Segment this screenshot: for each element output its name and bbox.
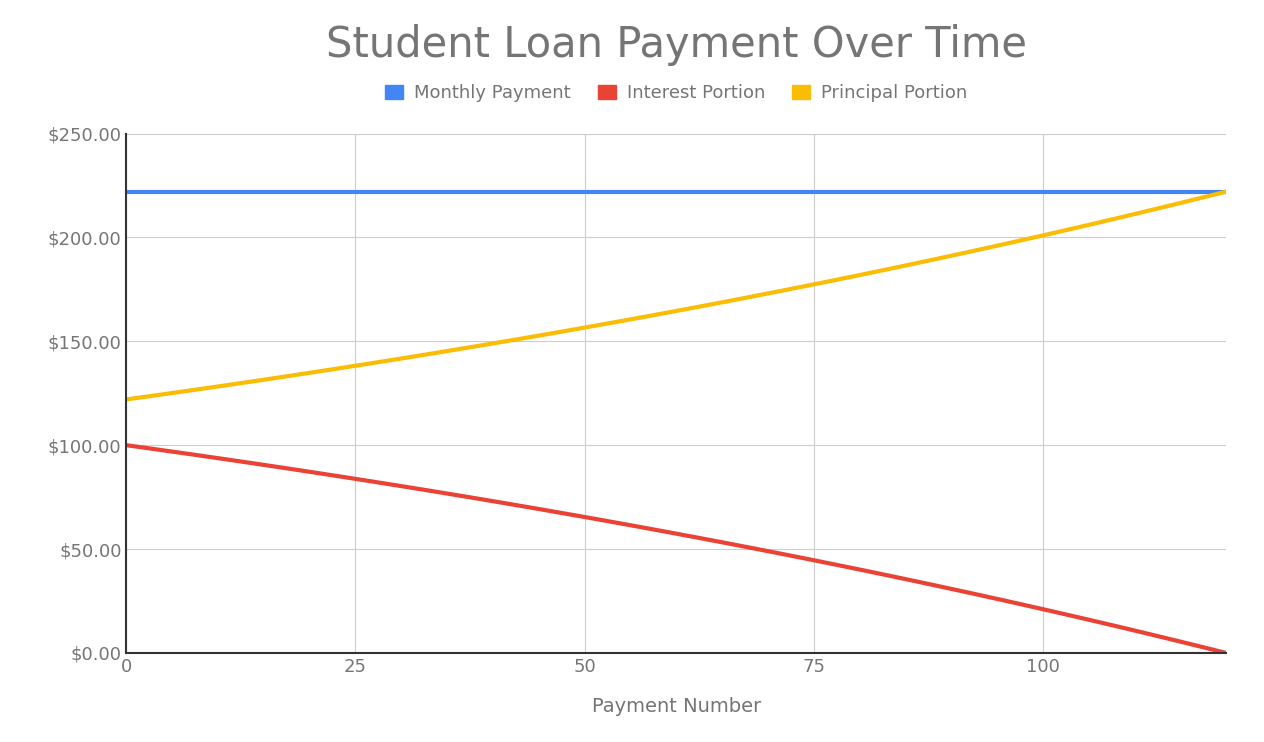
Principal Portion — [1145, 206, 1160, 214]
Principal Portion — [586, 321, 602, 330]
Monthly Payment — [806, 187, 822, 196]
Monthly Payment — [861, 187, 876, 196]
Monthly Payment — [375, 187, 391, 196]
X-axis label: Payment Number: Payment Number — [592, 697, 761, 715]
Principal Portion — [1218, 187, 1234, 196]
Monthly Payment — [1218, 187, 1234, 196]
Principal Portion — [375, 357, 391, 366]
Interest Portion — [586, 514, 602, 523]
Title: Student Loan Payment Over Time: Student Loan Payment Over Time — [326, 24, 1026, 66]
Interest Portion — [1218, 649, 1234, 657]
Interest Portion — [1145, 631, 1160, 640]
Principal Portion — [119, 395, 134, 404]
Monthly Payment — [586, 187, 602, 196]
Line: Interest Portion: Interest Portion — [126, 445, 1226, 653]
Monthly Payment — [1145, 187, 1160, 196]
Interest Portion — [375, 479, 391, 487]
Principal Portion — [861, 269, 876, 278]
Legend: Monthly Payment, Interest Portion, Principal Portion: Monthly Payment, Interest Portion, Princ… — [377, 75, 976, 111]
Interest Portion — [229, 456, 244, 465]
Principal Portion — [229, 379, 244, 388]
Interest Portion — [806, 556, 822, 565]
Interest Portion — [861, 567, 876, 576]
Monthly Payment — [119, 187, 134, 196]
Interest Portion — [119, 441, 134, 450]
Line: Principal Portion: Principal Portion — [126, 191, 1226, 399]
Principal Portion — [806, 280, 822, 289]
Monthly Payment — [229, 187, 244, 196]
